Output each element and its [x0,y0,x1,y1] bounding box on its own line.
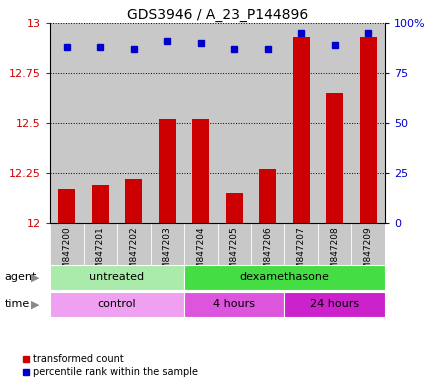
Bar [217,23,250,223]
Bar [125,179,142,223]
Text: ▶: ▶ [31,299,40,310]
Text: time: time [4,299,30,310]
Title: GDS3946 / A_23_P144896: GDS3946 / A_23_P144896 [127,8,307,22]
Bar [117,223,150,267]
Bar [217,223,250,267]
Text: GSM847203: GSM847203 [162,226,171,281]
Text: GSM847201: GSM847201 [95,226,105,281]
Text: GSM847206: GSM847206 [263,226,272,281]
Bar [50,223,83,267]
Bar [192,119,209,223]
Text: dexamethasone: dexamethasone [239,272,329,283]
Text: GSM847202: GSM847202 [129,226,138,281]
Bar [184,292,284,317]
Bar [284,223,317,267]
Bar [250,223,284,267]
Bar [284,23,317,223]
Bar [50,292,184,317]
Text: untreated: untreated [89,272,144,283]
Bar [259,169,276,223]
Text: agent: agent [4,272,36,283]
Bar [117,23,150,223]
Text: control: control [98,299,136,310]
Text: GSM847209: GSM847209 [363,226,372,281]
Bar [250,23,284,223]
Bar [359,37,376,223]
Bar [92,185,108,223]
Legend: transformed count, percentile rank within the sample: transformed count, percentile rank withi… [22,354,197,377]
Bar [317,23,351,223]
Bar [351,23,384,223]
Text: GSM847208: GSM847208 [329,226,339,281]
Bar [158,119,175,223]
Bar [50,23,83,223]
Bar [150,23,184,223]
Bar [317,223,351,267]
Bar [292,37,309,223]
Bar [83,23,117,223]
Bar [351,223,384,267]
Text: GSM847204: GSM847204 [196,226,205,281]
Bar [225,193,242,223]
Bar [184,265,384,290]
Text: 24 hours: 24 hours [309,299,358,310]
Bar [284,292,384,317]
Bar [326,93,342,223]
Text: GSM847207: GSM847207 [296,226,305,281]
Bar [184,223,217,267]
Text: ▶: ▶ [31,272,40,283]
Text: 4 hours: 4 hours [213,299,255,310]
Bar [150,223,184,267]
Bar [50,265,184,290]
Text: GSM847205: GSM847205 [229,226,238,281]
Bar [184,23,217,223]
Bar [58,189,75,223]
Bar [83,223,117,267]
Text: GSM847200: GSM847200 [62,226,71,281]
